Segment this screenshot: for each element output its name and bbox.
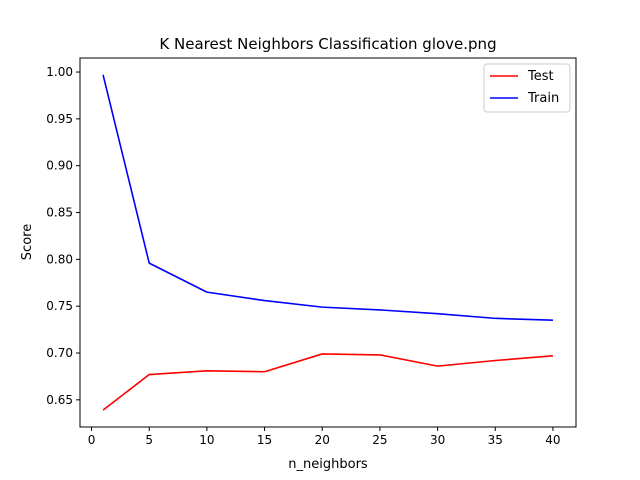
y-tick-label-7: 1.00 <box>46 65 73 79</box>
y-tick-label-3: 0.80 <box>46 252 73 266</box>
y-tick-label-1: 0.70 <box>46 346 73 360</box>
y-tick-label-0: 0.65 <box>46 393 73 407</box>
legend: Test Train <box>483 63 571 113</box>
series-line-test <box>102 353 553 411</box>
y-axis-title: Score <box>20 224 35 260</box>
x-tick-label-0: 0 <box>88 433 96 447</box>
x-tick-label-35: 35 <box>488 433 503 447</box>
x-tick-label-30: 30 <box>430 433 445 447</box>
legend-label-test: Test <box>527 69 554 84</box>
x-tick-label-20: 20 <box>315 433 330 447</box>
x-tick-label-25: 25 <box>372 433 387 447</box>
x-axis-title: n_neighbors <box>288 457 368 472</box>
y-tick-label-2: 0.75 <box>46 299 73 313</box>
y-tick-label-6: 0.95 <box>46 112 73 126</box>
x-tick-label-15: 15 <box>257 433 272 447</box>
legend-label-train: Train <box>527 91 559 106</box>
y-tick-label-4: 0.85 <box>46 206 73 220</box>
y-tick-label-5: 0.90 <box>46 159 73 173</box>
x-tick-label-10: 10 <box>199 433 214 447</box>
series-line-train <box>102 74 553 322</box>
axes-frame <box>79 57 577 428</box>
plot-area: 0 5 10 15 20 25 30 35 40 0.65 0.70 0.75 0.80 0.85 0.90… <box>46 57 577 447</box>
x-tick-label-5: 5 <box>145 433 153 447</box>
x-tick-label-40: 40 <box>545 433 560 447</box>
chart-title: K Nearest Neighbors Classification glove… <box>159 35 496 53</box>
